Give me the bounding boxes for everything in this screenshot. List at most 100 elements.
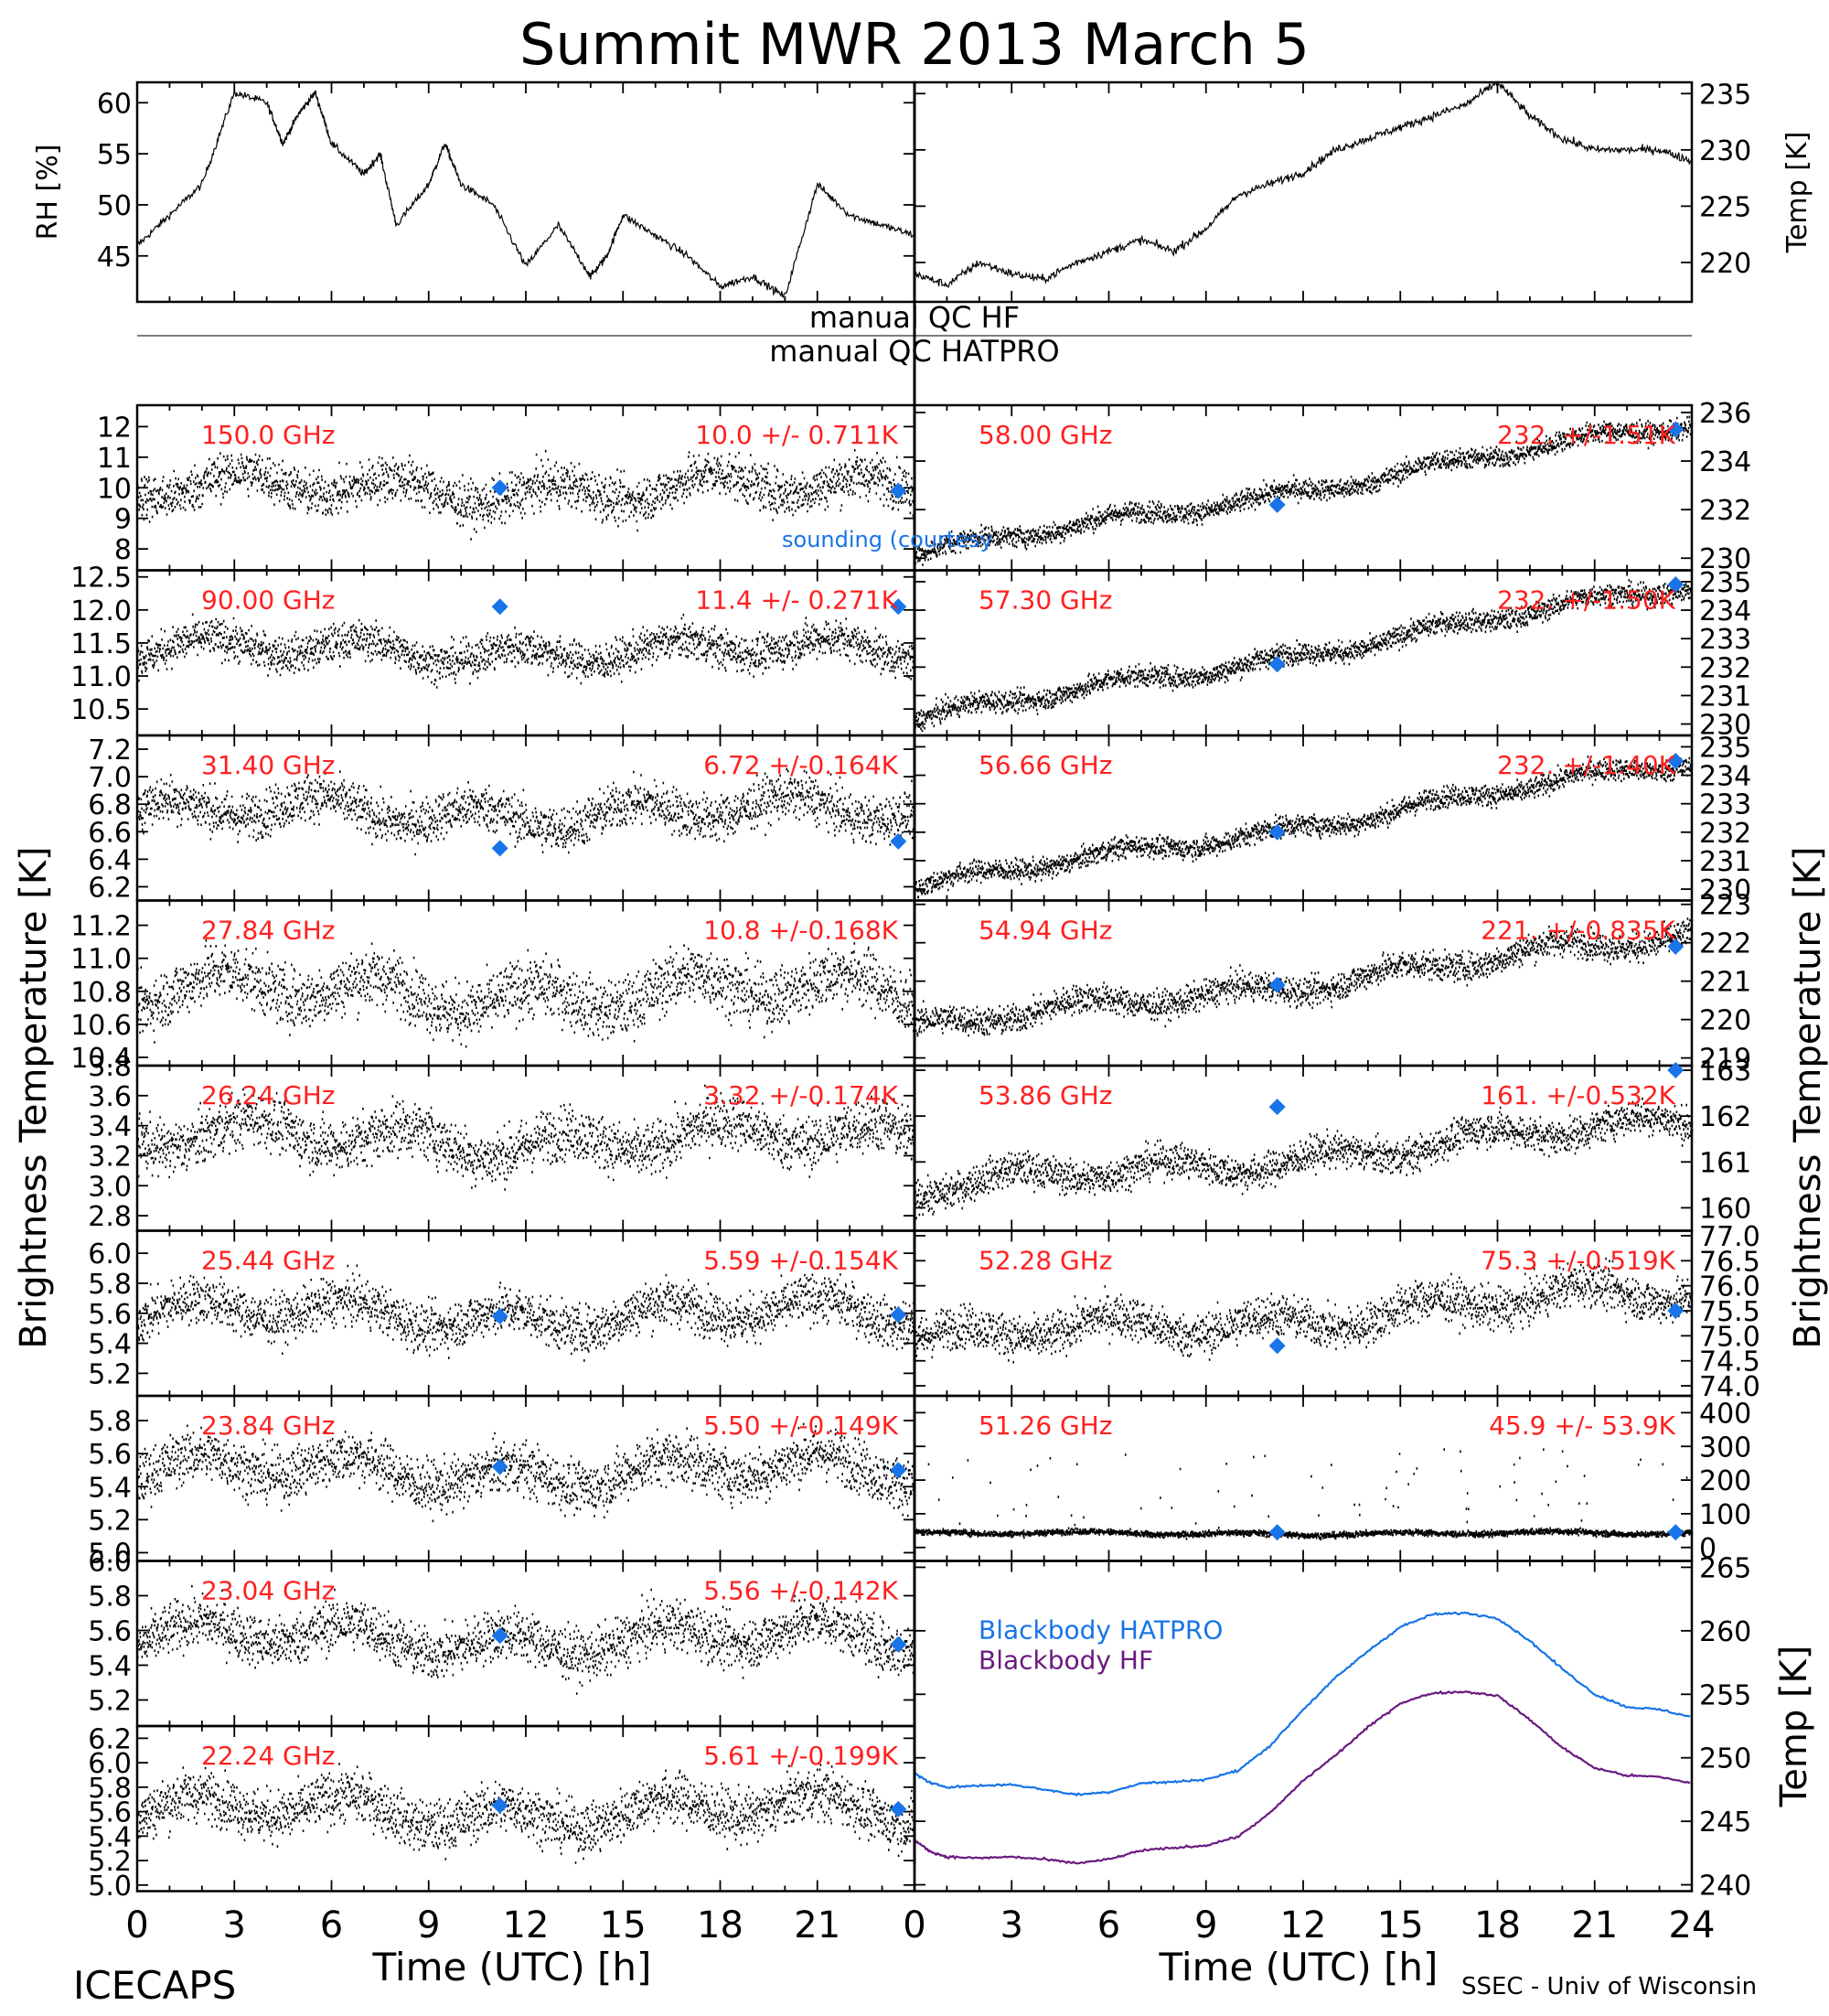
sounding-point: [1667, 938, 1685, 955]
y-tick-label: 220: [1699, 1005, 1751, 1037]
y-tick-label: 231: [1699, 846, 1751, 878]
y-tick-label: 10.8: [70, 977, 132, 1009]
y-tick-label: 5.8: [88, 1406, 132, 1438]
y-tick-label: 76.5: [1699, 1246, 1760, 1278]
y-tick-label: 265: [1699, 1552, 1751, 1584]
data-points-bt2784: [137, 939, 916, 1048]
x-tick-label: 3: [223, 1904, 246, 1946]
stat-label-bt2384: 5.50 +/-0.149K: [703, 1410, 898, 1441]
y-tick-label: 10.4: [70, 1043, 132, 1075]
y-tick-label: 6.0: [88, 1239, 132, 1271]
y-tick-label: 6.2: [88, 1723, 132, 1755]
freq-label-bt3140: 31.40 GHz: [201, 750, 336, 780]
y-tick-label: 77.0: [1699, 1221, 1760, 1253]
sounding-point: [491, 598, 508, 616]
x-axis-label-left: Time (UTC) [h]: [372, 1945, 652, 1989]
y-tick-label: 76.0: [1699, 1271, 1760, 1303]
y-tick-label: 7.2: [88, 735, 132, 767]
y-tick-label: 5.4: [88, 1472, 132, 1504]
sounding-point: [1667, 1303, 1685, 1320]
sounding-point: [491, 840, 508, 857]
sounding-point: [1667, 576, 1685, 594]
data-points-bt90: [137, 613, 916, 689]
y-tick-label: 5.6: [88, 1616, 132, 1648]
y-tick-label: 223: [1699, 890, 1751, 922]
stat-label-bt5494: 221. +/-0.835K: [1481, 916, 1675, 946]
y-tick-label: 5.4: [88, 1329, 132, 1361]
y-tick-label: 60: [97, 88, 132, 120]
y-axis-label-tair: Temp [K]: [1781, 132, 1813, 254]
y-tick-label: 6.0: [88, 1748, 132, 1780]
freq-label-bt5800: 58.00 GHz: [979, 420, 1113, 450]
y-tick-label: 6.0: [88, 1547, 132, 1579]
freq-label-bt5126: 51.26 GHz: [979, 1410, 1113, 1441]
y-tick-label: 3.0: [88, 1171, 132, 1203]
y-tick-label: 11.0: [70, 944, 132, 976]
freq-label-bt5228: 52.28 GHz: [979, 1246, 1113, 1276]
y-tick-label: 5.2: [88, 1686, 132, 1718]
y-tick-label: 255: [1699, 1679, 1751, 1711]
sounding-point: [1268, 496, 1286, 513]
freq-label-bt5730: 57.30 GHz: [979, 585, 1113, 616]
top-panel-frame-tair: [913, 80, 1694, 304]
y-tick-label: 230: [1699, 135, 1751, 167]
x-tick-label: 18: [697, 1904, 743, 1946]
y-tick-label: 5.0: [88, 1538, 132, 1570]
sounding-point: [491, 1458, 508, 1475]
panel-frame-blackbody: [913, 1560, 1694, 1893]
y-tick-label: 232: [1699, 495, 1751, 527]
y-tick-label: 10.5: [70, 694, 132, 726]
chart-title: Summit MWR 2013 March 5: [519, 11, 1310, 78]
sounding-point: [1268, 1099, 1286, 1116]
y-tick-label: 260: [1699, 1616, 1751, 1648]
y-tick-label: 6.2: [88, 872, 132, 904]
legend-entry-blackbody-hatpro: Blackbody HATPRO: [979, 1615, 1223, 1646]
stat-label-bt5228: 75.3 +/-0.519K: [1481, 1246, 1675, 1276]
y-tick-label: 3.8: [88, 1051, 132, 1083]
y-tick-label: 219: [1699, 1044, 1751, 1076]
data-points-bt5730: [914, 577, 1694, 733]
right-axis-label: Brightness Temperature [K]: [1787, 846, 1829, 1348]
y-tick-label: 3.2: [88, 1141, 132, 1173]
x-tick-label: 6: [320, 1904, 343, 1946]
y-tick-label: 234: [1699, 446, 1751, 478]
sounding-point: [890, 482, 907, 499]
x-tick-label: 21: [794, 1904, 840, 1946]
freq-label-bt5494: 54.94 GHz: [979, 916, 1113, 946]
y-tick-label: 235: [1699, 732, 1751, 764]
sounding-point: [491, 1308, 508, 1325]
x-tick-label: 9: [1194, 1904, 1217, 1946]
x-tick-label: 12: [1280, 1904, 1327, 1946]
stat-label-bt2224: 5.61 +/-0.199K: [703, 1741, 898, 1771]
y-tick-label: 231: [1699, 681, 1751, 713]
sounding-point: [890, 1635, 907, 1653]
y-tick-label: 162: [1699, 1101, 1751, 1133]
y-tick-label: 5.6: [88, 1439, 132, 1471]
y-tick-label: 234: [1699, 595, 1751, 627]
y-tick-label: 161: [1699, 1147, 1751, 1179]
y-tick-label: 10: [97, 473, 132, 505]
y-tick-label: 5.0: [88, 1871, 132, 1903]
y-tick-label: 235: [1699, 79, 1751, 111]
footer-right: SSEC - Univ of Wisconsin: [1461, 1973, 1757, 2000]
data-points-bt2384: [137, 1422, 916, 1523]
freq-label-bt5666: 56.66 GHz: [979, 750, 1113, 780]
x-tick-label: 0: [903, 1904, 925, 1946]
sounding-point: [1268, 1524, 1286, 1541]
y-tick-label: 75.0: [1699, 1321, 1760, 1353]
y-tick-label: 233: [1699, 789, 1751, 821]
y-tick-label: 6.4: [88, 844, 132, 876]
x-tick-label: 15: [1377, 1904, 1424, 1946]
legend-entry-blackbody-hf: Blackbody HF: [979, 1646, 1153, 1676]
x-tick-label: 9: [417, 1904, 440, 1946]
stat-label-bt5800: 232. +/-1.51K: [1497, 420, 1676, 450]
y-tick-label: 12.0: [70, 595, 132, 627]
y-tick-label: 11.0: [70, 661, 132, 693]
data-points-bt5386: [914, 1097, 1694, 1220]
sounding-point: [491, 479, 508, 497]
y-tick-label: 232: [1699, 652, 1751, 684]
y-tick-label: 3.6: [88, 1081, 132, 1113]
stat-label-bt2544: 5.59 +/-0.154K: [703, 1246, 898, 1276]
y-tick-label: 11: [97, 443, 132, 475]
sounding-point: [1268, 656, 1286, 673]
